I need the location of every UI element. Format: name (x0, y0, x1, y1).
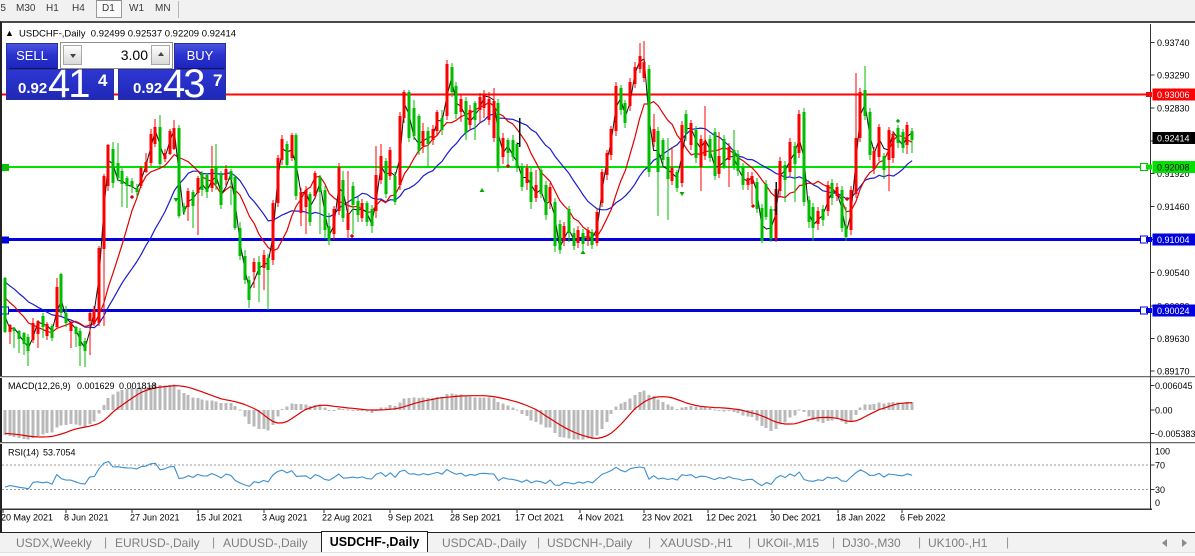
svg-text:-0.005383: -0.005383 (1155, 429, 1195, 439)
svg-text:0.89170: 0.89170 (1157, 367, 1190, 377)
svg-text:30: 30 (1155, 485, 1165, 495)
svg-text:8 Jun 2021: 8 Jun 2021 (64, 513, 109, 523)
svg-text:0.90024: 0.90024 (1157, 306, 1190, 316)
svg-text:0.93740: 0.93740 (1157, 38, 1190, 48)
svg-text:30 Dec 2021: 30 Dec 2021 (770, 513, 821, 523)
svg-text:0.89630: 0.89630 (1157, 334, 1190, 344)
svg-text:0.92414: 0.92414 (1157, 133, 1190, 143)
svg-text:0.91004: 0.91004 (1157, 235, 1190, 245)
svg-text:27 Jun 2021: 27 Jun 2021 (130, 513, 180, 523)
svg-text:0.92830: 0.92830 (1157, 104, 1190, 114)
svg-text:RSI(14): RSI(14) (8, 448, 39, 458)
svg-text:0.91920: 0.91920 (1157, 169, 1190, 179)
svg-text:0.001818: 0.001818 (119, 381, 157, 391)
svg-text:6 Feb 2022: 6 Feb 2022 (900, 513, 946, 523)
svg-text:17 Oct 2021: 17 Oct 2021 (515, 513, 564, 523)
svg-text:0.92008: 0.92008 (1157, 163, 1190, 173)
svg-text:23 Nov 2021: 23 Nov 2021 (642, 513, 693, 523)
svg-text:15 Jul 2021: 15 Jul 2021 (196, 513, 243, 523)
svg-text:70: 70 (1155, 460, 1165, 470)
svg-text:4 Nov 2021: 4 Nov 2021 (578, 513, 624, 523)
svg-text:0.93006: 0.93006 (1157, 90, 1190, 100)
svg-text:0.00: 0.00 (1155, 406, 1173, 416)
svg-text:0.001629: 0.001629 (77, 381, 115, 391)
svg-text:9 Sep 2021: 9 Sep 2021 (388, 513, 434, 523)
svg-text:3 Aug 2021: 3 Aug 2021 (262, 513, 308, 523)
svg-text:0.93290: 0.93290 (1157, 70, 1190, 80)
svg-text:MACD(12,26,9): MACD(12,26,9) (8, 381, 71, 391)
svg-text:0: 0 (1155, 498, 1160, 508)
svg-text:20 May 2021: 20 May 2021 (1, 513, 53, 523)
svg-text:USDCHF-,Daily 0.92499 0.92537: USDCHF-,Daily 0.92499 0.92537 0.92209 0.… (19, 29, 236, 40)
svg-text:▲: ▲ (5, 28, 14, 38)
svg-text:100: 100 (1155, 447, 1170, 457)
svg-text:22 Aug 2021: 22 Aug 2021 (322, 513, 373, 523)
svg-text:0.91460: 0.91460 (1157, 202, 1190, 212)
svg-text:18 Jan 2022: 18 Jan 2022 (836, 513, 886, 523)
svg-text:28 Sep 2021: 28 Sep 2021 (450, 513, 501, 523)
svg-text:0.006045: 0.006045 (1155, 381, 1193, 391)
svg-text:0.90540: 0.90540 (1157, 268, 1190, 278)
svg-text:53.7054: 53.7054 (43, 448, 76, 458)
svg-text:12 Dec 2021: 12 Dec 2021 (706, 513, 757, 523)
